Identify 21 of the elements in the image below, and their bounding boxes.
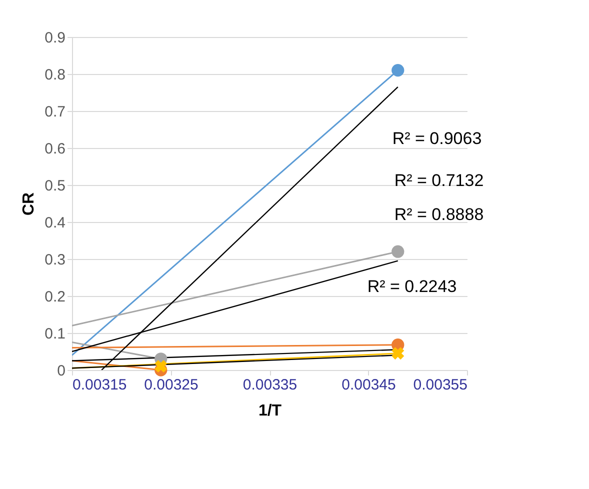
annotation: R² = 0.2243 [367, 277, 457, 296]
y-tick-label: 0 [57, 362, 66, 380]
y-tick-label: 0.1 [44, 326, 66, 342]
x-axis-title: 1/T [258, 402, 282, 420]
y-tick-label: 0.6 [44, 140, 66, 158]
annotation: R² = 0.8888 [394, 205, 484, 224]
x-tick-label: 0.00345 [342, 376, 396, 394]
y-tick-label: 0.5 [44, 178, 66, 194]
x-tick-label: 0.00325 [144, 376, 198, 394]
x-tick-label: 0.00315 [72, 376, 127, 394]
y-tick-label: 0.7 [44, 104, 66, 120]
annotation: R² = 0.7132 [394, 171, 484, 190]
annotation: R² = 0.9063 [392, 129, 482, 148]
y-tick-label: 0.2 [44, 288, 66, 306]
y-tick-label: 0.3 [44, 252, 66, 268]
y-tick-label: 0.4 [44, 214, 66, 232]
x-tick-label: 0.00355 [413, 376, 468, 394]
y-tick-label: 0.8 [44, 66, 66, 84]
x-tick-label: 0.00335 [242, 376, 298, 394]
y-axis-title: CR [20, 192, 38, 216]
y-tick-label: 0.9 [44, 30, 66, 46]
